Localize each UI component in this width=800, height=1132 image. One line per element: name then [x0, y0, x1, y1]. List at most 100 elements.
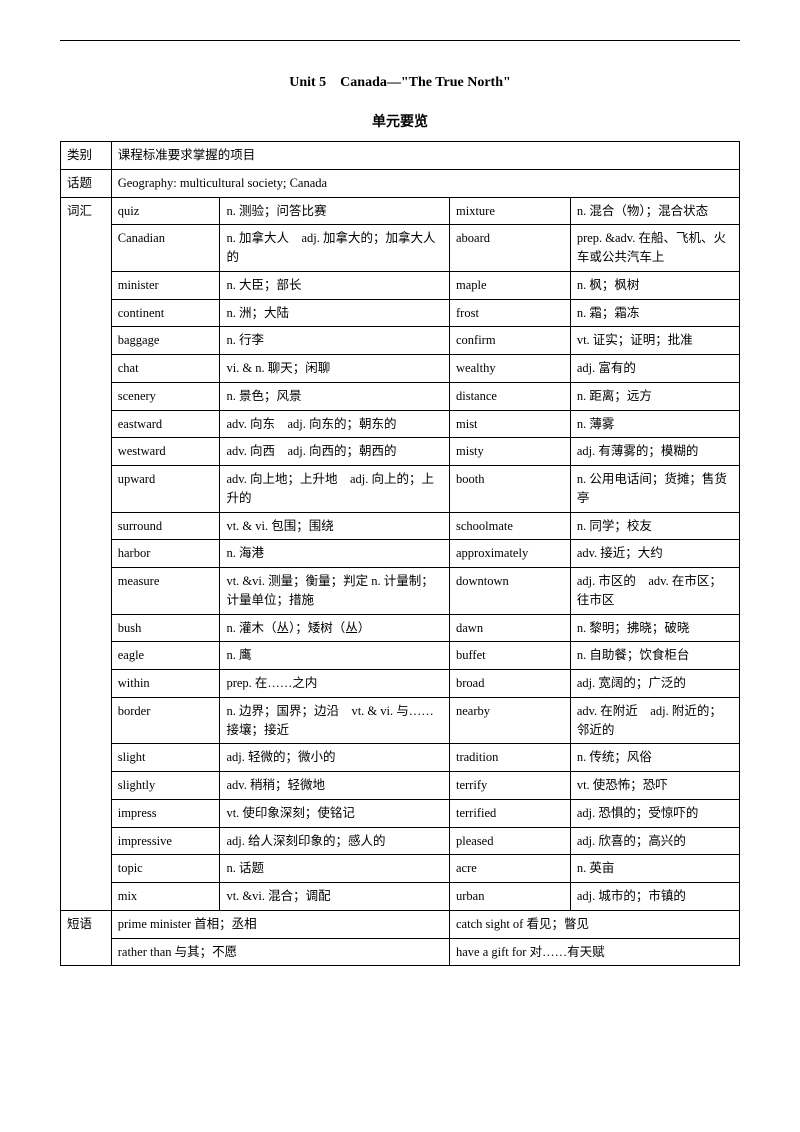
- vocab-def: vt. 证实；证明；批准: [570, 327, 739, 355]
- table-row: Canadiann. 加拿大人 adj. 加拿大的；加拿大人的aboardpre…: [61, 225, 740, 272]
- vocab-def: vt. &vi. 混合；调配: [220, 883, 450, 911]
- table-row: withinprep. 在……之内broadadj. 宽阔的；广泛的: [61, 670, 740, 698]
- vocab-def: adj. 市区的 adv. 在市区；往市区: [570, 568, 739, 615]
- topic-desc-cell: Geography: multicultural society; Canada: [111, 169, 739, 197]
- vocab-word: schoolmate: [450, 512, 571, 540]
- vocab-def: n. 霜；霜冻: [570, 299, 739, 327]
- vocab-word: misty: [450, 438, 571, 466]
- vocab-word: Canadian: [111, 225, 220, 272]
- table-row: impressvt. 使印象深刻；使铭记terrifiedadj. 恐惧的；受惊…: [61, 799, 740, 827]
- vocab-word: bush: [111, 614, 220, 642]
- vocab-word: within: [111, 670, 220, 698]
- vocab-word: urban: [450, 883, 571, 911]
- table-row: mixvt. &vi. 混合；调配urbanadj. 城市的；市镇的: [61, 883, 740, 911]
- vocab-word: slightly: [111, 772, 220, 800]
- vocab-word: minister: [111, 271, 220, 299]
- vocab-def: n. 枫；枫树: [570, 271, 739, 299]
- table-row: westwardadv. 向西 adj. 向西的；朝西的mistyadj. 有薄…: [61, 438, 740, 466]
- vocab-def: adj. 有薄雾的；模糊的: [570, 438, 739, 466]
- vocab-def: n. 边界；国界；边沿 vt. & vi. 与……接壤；接近: [220, 697, 450, 744]
- vocab-def: n. 测验；问答比赛: [220, 197, 450, 225]
- vocab-word: aboard: [450, 225, 571, 272]
- vocab-word: wealthy: [450, 355, 571, 383]
- table-body: 类别课程标准要求掌握的项目话题Geography: multicultural …: [61, 142, 740, 966]
- top-border-line: [60, 40, 740, 41]
- vocab-word: mixture: [450, 197, 571, 225]
- vocab-def: adj. 富有的: [570, 355, 739, 383]
- vocab-def: n. 传统；风俗: [570, 744, 739, 772]
- vocab-word: maple: [450, 271, 571, 299]
- vocab-def: n. 公用电话间；货摊；售货亭: [570, 466, 739, 513]
- vocab-def: n. 海港: [220, 540, 450, 568]
- vocab-word: surround: [111, 512, 220, 540]
- vocab-word: terrified: [450, 799, 571, 827]
- category-cell: 话题: [61, 169, 112, 197]
- header-desc-cell: 课程标准要求掌握的项目: [111, 142, 739, 170]
- vocab-word: confirm: [450, 327, 571, 355]
- vocab-word: approximately: [450, 540, 571, 568]
- vocab-word: mix: [111, 883, 220, 911]
- vocab-def: vt. 使恐怖；恐吓: [570, 772, 739, 800]
- vocab-word: acre: [450, 855, 571, 883]
- vocab-def: adv. 向上地；上升地 adj. 向上的；上升的: [220, 466, 450, 513]
- vocab-def: adj. 宽阔的；广泛的: [570, 670, 739, 698]
- table-row: topicn. 话题acren. 英亩: [61, 855, 740, 883]
- table-row: upwardadv. 向上地；上升地 adj. 向上的；上升的boothn. 公…: [61, 466, 740, 513]
- vocab-word: harbor: [111, 540, 220, 568]
- vocab-def: vt. &vi. 测量；衡量；判定 n. 计量制；计量单位；措施: [220, 568, 450, 615]
- vocab-word: buffet: [450, 642, 571, 670]
- vocab-word: eagle: [111, 642, 220, 670]
- vocab-word: booth: [450, 466, 571, 513]
- table-row: harborn. 海港approximatelyadv. 接近；大约: [61, 540, 740, 568]
- vocab-def: adj. 给人深刻印象的；感人的: [220, 827, 450, 855]
- vocab-word: continent: [111, 299, 220, 327]
- table-row: 词汇quizn. 测验；问答比赛mixturen. 混合（物）；混合状态: [61, 197, 740, 225]
- table-row: baggagen. 行李confirmvt. 证实；证明；批准: [61, 327, 740, 355]
- vocab-def: adv. 接近；大约: [570, 540, 739, 568]
- vocab-def: n. 景色；风景: [220, 382, 450, 410]
- vocab-word: distance: [450, 382, 571, 410]
- vocab-def: n. 话题: [220, 855, 450, 883]
- vocab-word: downtown: [450, 568, 571, 615]
- table-row: sceneryn. 景色；风景distancen. 距离；远方: [61, 382, 740, 410]
- vocab-word: broad: [450, 670, 571, 698]
- vocab-word: mist: [450, 410, 571, 438]
- vocab-def: n. 英亩: [570, 855, 739, 883]
- vocab-def: n. 薄雾: [570, 410, 739, 438]
- vocab-def: n. 混合（物）；混合状态: [570, 197, 739, 225]
- vocab-word: border: [111, 697, 220, 744]
- table-row: eastwardadv. 向东 adj. 向东的；朝东的mistn. 薄雾: [61, 410, 740, 438]
- vocab-def: n. 行李: [220, 327, 450, 355]
- vocab-word: frost: [450, 299, 571, 327]
- vocab-word: nearby: [450, 697, 571, 744]
- phrase-cell: catch sight of 看见；瞥见: [450, 910, 740, 938]
- vocab-def: n. 洲；大陆: [220, 299, 450, 327]
- table-row: 话题Geography: multicultural society; Cana…: [61, 169, 740, 197]
- vocab-def: prep. 在……之内: [220, 670, 450, 698]
- vocab-word: upward: [111, 466, 220, 513]
- table-row: 短语prime minister 首相；丞相catch sight of 看见；…: [61, 910, 740, 938]
- table-row: ministern. 大臣；部长maplen. 枫；枫树: [61, 271, 740, 299]
- vocab-word: chat: [111, 355, 220, 383]
- vocab-word: eastward: [111, 410, 220, 438]
- vocab-def: adj. 恐惧的；受惊吓的: [570, 799, 739, 827]
- vocab-word: measure: [111, 568, 220, 615]
- vocab-word: impress: [111, 799, 220, 827]
- vocab-word: impressive: [111, 827, 220, 855]
- overview-table: 类别课程标准要求掌握的项目话题Geography: multicultural …: [60, 141, 740, 966]
- category-cell-vocab: 词汇: [61, 197, 112, 910]
- vocab-def: n. 灌木（丛）；矮树（丛）: [220, 614, 450, 642]
- vocab-def: n. 加拿大人 adj. 加拿大的；加拿大人的: [220, 225, 450, 272]
- vocab-def: n. 自助餐；饮食柜台: [570, 642, 739, 670]
- category-cell-phrase: 短语: [61, 910, 112, 966]
- vocab-def: n. 大臣；部长: [220, 271, 450, 299]
- vocab-word: tradition: [450, 744, 571, 772]
- table-row: eaglen. 鹰buffetn. 自助餐；饮食柜台: [61, 642, 740, 670]
- phrase-cell: have a gift for 对……有天赋: [450, 938, 740, 966]
- vocab-word: scenery: [111, 382, 220, 410]
- section-subtitle: 单元要览: [60, 111, 740, 131]
- table-row: continentn. 洲；大陆frostn. 霜；霜冻: [61, 299, 740, 327]
- phrase-cell: rather than 与其；不愿: [111, 938, 449, 966]
- table-row: chatvi. & n. 聊天；闲聊wealthyadj. 富有的: [61, 355, 740, 383]
- table-row: slightlyadv. 稍稍；轻微地terrifyvt. 使恐怖；恐吓: [61, 772, 740, 800]
